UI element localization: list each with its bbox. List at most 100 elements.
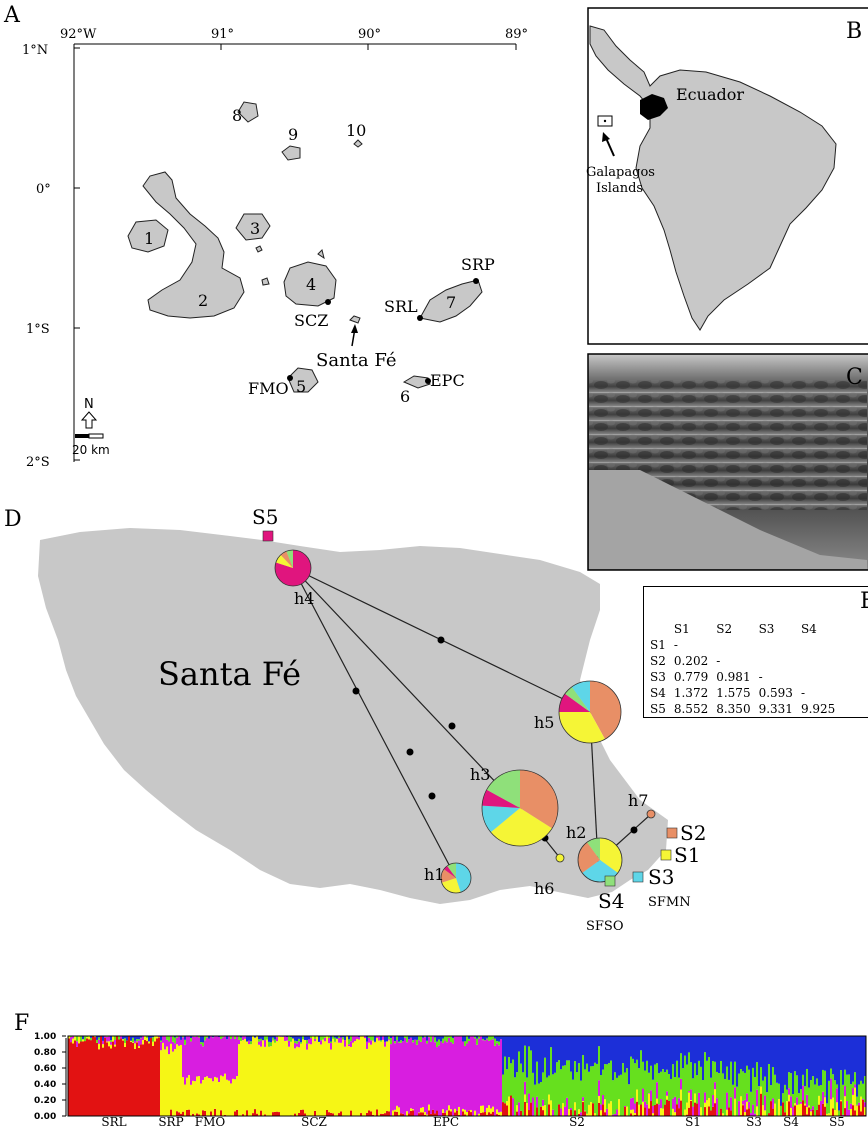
structure-group-s5: [808, 1036, 866, 1116]
structure-bar-segment: [460, 1036, 462, 1116]
structure-bar-segment: [276, 1111, 278, 1116]
structure-bar-segment: [258, 1044, 260, 1116]
structure-bar-segment: [498, 1041, 500, 1046]
site-srl: SRL: [384, 297, 418, 316]
structure-bar-segment: [324, 1037, 326, 1042]
structure-bar-segment: [504, 1036, 506, 1057]
structure-bar-segment: [86, 1036, 88, 1038]
pie-slice: [443, 865, 456, 878]
structure-bar-segment: [426, 1114, 428, 1116]
structure-bar-segment: [296, 1041, 298, 1044]
structure-bar-segment: [444, 1112, 446, 1116]
structure-bar-segment: [76, 1041, 78, 1047]
structure-bar-segment: [458, 1106, 460, 1115]
table-cell: S4: [650, 686, 666, 700]
structure-bar-segment: [794, 1071, 796, 1104]
structure-bar-segment: [166, 1046, 168, 1116]
structure-bar-segment: [364, 1038, 366, 1116]
structure-bar-segment: [560, 1036, 562, 1070]
structure-bar-segment: [320, 1044, 322, 1116]
structure-bar-segment: [394, 1109, 396, 1112]
structure-bar-segment: [188, 1075, 190, 1110]
structure-bar-segment: [652, 1036, 654, 1080]
structure-bar-segment: [470, 1036, 472, 1110]
structure-bar-segment: [186, 1036, 188, 1078]
structure-bar-segment: [294, 1043, 296, 1049]
structure-bar-segment: [796, 1036, 798, 1076]
structure-bar-segment: [668, 1074, 670, 1101]
pie-slice: [482, 789, 520, 808]
structure-bar-segment: [742, 1036, 744, 1072]
structure-bar-segment: [468, 1038, 470, 1041]
structure-bar-segment: [432, 1109, 434, 1116]
table-cell: 8.552: [673, 702, 709, 716]
table-cell: [799, 653, 841, 669]
structure-bar-segment: [314, 1041, 316, 1111]
structure-bar-segment: [194, 1081, 196, 1116]
structure-bar-segment: [834, 1080, 836, 1111]
structure-bar-segment: [600, 1036, 602, 1076]
structure-bar-segment: [686, 1036, 688, 1065]
structure-bar-segment: [860, 1036, 862, 1081]
structure-bar-segment: [602, 1095, 604, 1105]
structure-bar-segment: [628, 1036, 630, 1085]
structure-bar-segment: [608, 1036, 610, 1064]
structure-bar-segment: [420, 1036, 422, 1042]
structure-bar-segment: [370, 1111, 372, 1116]
structure-bar-segment: [330, 1042, 332, 1050]
structure-bar-segment: [640, 1050, 642, 1105]
structure-bar-segment: [208, 1077, 210, 1116]
structure-bar-segment: [140, 1037, 142, 1039]
structure-bar-segment: [648, 1093, 650, 1109]
structure-bar-segment: [196, 1113, 198, 1116]
structure-bar-segment: [428, 1110, 430, 1116]
structure-bar-segment: [230, 1083, 232, 1116]
structure-bar-segment: [120, 1036, 122, 1039]
structure-bar-segment: [594, 1113, 596, 1116]
ecuador-shape: [640, 94, 668, 120]
pie-outline: [646, 809, 656, 819]
structure-bar-segment: [440, 1036, 442, 1042]
structure-bar-segment: [178, 1036, 180, 1046]
structure-bar-segment: [690, 1062, 692, 1090]
structure-bar-segment: [256, 1036, 258, 1114]
structure-bar-segment: [152, 1037, 154, 1042]
structure-bar-segment: [830, 1036, 832, 1069]
structure-bar-segment: [258, 1036, 260, 1040]
structure-bar-segment: [332, 1113, 334, 1116]
structure-bar-segment: [642, 1061, 644, 1089]
structure-bar-segment: [730, 1036, 732, 1062]
structure-bar-segment: [660, 1036, 662, 1072]
structure-bar-segment: [800, 1101, 802, 1104]
structure-bar-segment: [744, 1072, 746, 1100]
structure-bar-segment: [68, 1038, 70, 1116]
structure-bar-segment: [424, 1111, 426, 1115]
haplotype-labels: h1 h2 h3 h4 h5 h6 h7: [294, 589, 648, 898]
structure-bar-segment: [268, 1036, 270, 1042]
structure-bar-segment: [694, 1063, 696, 1094]
table-cell: [714, 637, 756, 653]
structure-bar-segment: [412, 1040, 414, 1043]
pie-outline: [274, 549, 312, 587]
structure-bar-segment: [828, 1036, 830, 1081]
structure-bar-segment: [464, 1036, 466, 1042]
structure-bar-segment: [746, 1093, 748, 1102]
map-a-top-ticks: [73, 44, 517, 461]
pie-outline: [481, 769, 559, 847]
structure-bar-segment: [372, 1036, 374, 1041]
structure-bar-segment: [376, 1109, 378, 1116]
structure-bar-segment: [604, 1112, 606, 1116]
structure-bar-segment: [132, 1037, 134, 1043]
structure-bar-segment: [194, 1036, 196, 1082]
structure-bar-segment: [576, 1036, 578, 1073]
structure-bar-segment: [854, 1072, 856, 1085]
structure-bar-segment: [566, 1097, 568, 1116]
structure-bar-segment: [840, 1101, 842, 1116]
structure-bar-segment: [290, 1037, 292, 1042]
structure-bar-segment: [808, 1087, 810, 1106]
structure-bar-segment: [410, 1110, 412, 1116]
structure-bar-segment: [690, 1036, 692, 1063]
structure-bar-segment: [88, 1039, 90, 1116]
lon-tick-91: 91°: [211, 27, 234, 42]
structure-bar-segment: [230, 1036, 232, 1039]
